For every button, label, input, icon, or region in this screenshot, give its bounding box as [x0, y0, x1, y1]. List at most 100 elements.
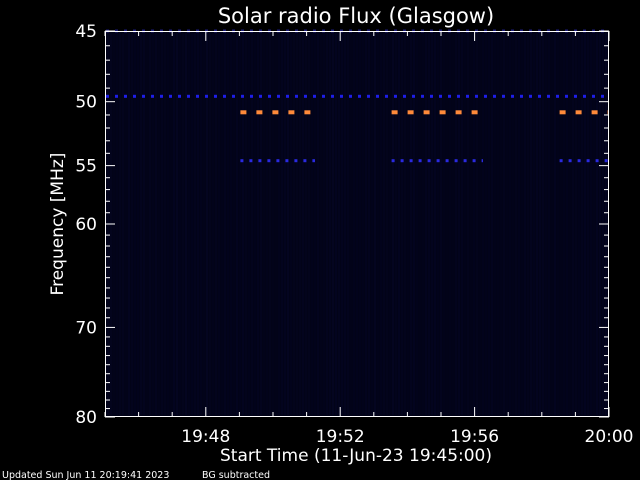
noise-streak — [176, 33, 178, 415]
noise-streak — [578, 33, 580, 415]
emission-dash — [418, 159, 422, 163]
emission-dash — [475, 94, 478, 98]
emission-dash — [142, 94, 145, 98]
noise-streak — [587, 33, 589, 415]
x-axis-label: Start Time (11-Jun-23 19:45:00) — [220, 446, 492, 466]
emission-dash — [391, 110, 398, 115]
emission-dash — [133, 94, 136, 98]
noise-streak — [194, 33, 196, 415]
x-tick-label: 19:56 — [450, 427, 499, 447]
noise-streak — [389, 33, 391, 415]
noise-streak — [410, 33, 412, 415]
noise-streak — [128, 33, 130, 415]
y-tick-label: 55 — [75, 157, 97, 177]
emission-dash — [106, 94, 109, 98]
y-tick-label: 60 — [75, 215, 97, 235]
noise-streak — [398, 33, 400, 415]
emission-dash — [322, 94, 325, 98]
noise-streak — [167, 33, 169, 415]
noise-streak — [263, 33, 265, 415]
emission-band-3 — [391, 110, 478, 115]
noise-streak — [266, 33, 268, 415]
noise-streak — [365, 33, 367, 415]
emission-band-6 — [391, 159, 483, 163]
y-tick-label: 80 — [75, 408, 97, 428]
emission-dash — [493, 94, 496, 98]
emission-dash — [529, 94, 532, 98]
noise-streak — [596, 33, 598, 415]
noise-streak — [557, 33, 559, 415]
noise-streak — [131, 33, 133, 415]
noise-streak — [314, 33, 316, 415]
emission-dash — [115, 94, 118, 98]
noise-streak — [512, 33, 514, 415]
y-tick-label: 50 — [75, 93, 97, 113]
noise-streak — [344, 33, 346, 415]
noise-streak — [164, 33, 166, 415]
noise-streak — [386, 33, 388, 415]
emission-dash — [232, 94, 235, 98]
emission-dash — [258, 159, 262, 163]
emission-band-1 — [106, 94, 604, 98]
noise-streak — [230, 33, 232, 415]
noise-streak — [443, 33, 445, 415]
noise-streak — [227, 33, 229, 415]
noise-streak — [269, 33, 271, 415]
emission-dash — [223, 94, 226, 98]
noise-streak — [185, 33, 187, 415]
noise-streak — [521, 33, 523, 415]
noise-streak — [446, 33, 448, 415]
noise-streak — [479, 33, 481, 415]
noise-streak — [407, 33, 409, 415]
emission-dash — [430, 94, 433, 98]
noise-streak — [140, 33, 142, 415]
emission-dash — [565, 94, 568, 98]
emission-dash — [466, 94, 469, 98]
emission-band-2 — [240, 110, 311, 115]
chart-title: Solar radio Flux (Glasgow) — [218, 4, 494, 28]
emission-dash — [312, 159, 315, 163]
emission-dash — [502, 94, 505, 98]
noise-streak — [332, 33, 334, 415]
noise-streak — [152, 33, 154, 415]
noise-streak — [239, 33, 241, 415]
noise-streak — [413, 33, 415, 415]
emission-dash — [304, 110, 311, 115]
noise-streak — [416, 33, 418, 415]
emission-dash — [331, 94, 334, 98]
emission-dash — [178, 94, 181, 98]
noise-streak — [545, 33, 547, 415]
emission-dash — [151, 94, 154, 98]
y-axis-ticks: 45 50 55 60 70 80 — [75, 22, 609, 428]
noise-streak — [260, 33, 262, 415]
noise-streak — [500, 33, 502, 415]
noise-streak — [209, 33, 211, 415]
noise-streak — [464, 33, 466, 415]
emission-dash — [421, 94, 424, 98]
noise-streak — [200, 33, 202, 415]
emission-dash — [455, 110, 462, 115]
noise-streak — [137, 33, 139, 415]
noise-streak — [233, 33, 235, 415]
emission-dash — [268, 94, 271, 98]
noise-streak — [509, 33, 511, 415]
noise-streak — [356, 33, 358, 415]
noise-streak — [503, 33, 505, 415]
noise-streak — [518, 33, 520, 415]
noise-streak — [533, 33, 535, 415]
emission-dash — [205, 94, 208, 98]
noise-streak — [335, 33, 337, 415]
emission-dash — [577, 159, 581, 163]
emission-dash — [160, 94, 163, 98]
noise-streak — [155, 33, 157, 415]
noise-streak — [311, 33, 313, 415]
noise-streak — [548, 33, 550, 415]
noise-streak — [122, 33, 124, 415]
noise-streak — [422, 33, 424, 415]
noise-streak — [425, 33, 427, 415]
y-tick-label: 45 — [75, 22, 97, 42]
noise-streak — [116, 33, 118, 415]
noise-streak — [536, 33, 538, 415]
emission-dash — [286, 94, 289, 98]
noise-streak — [569, 33, 571, 415]
